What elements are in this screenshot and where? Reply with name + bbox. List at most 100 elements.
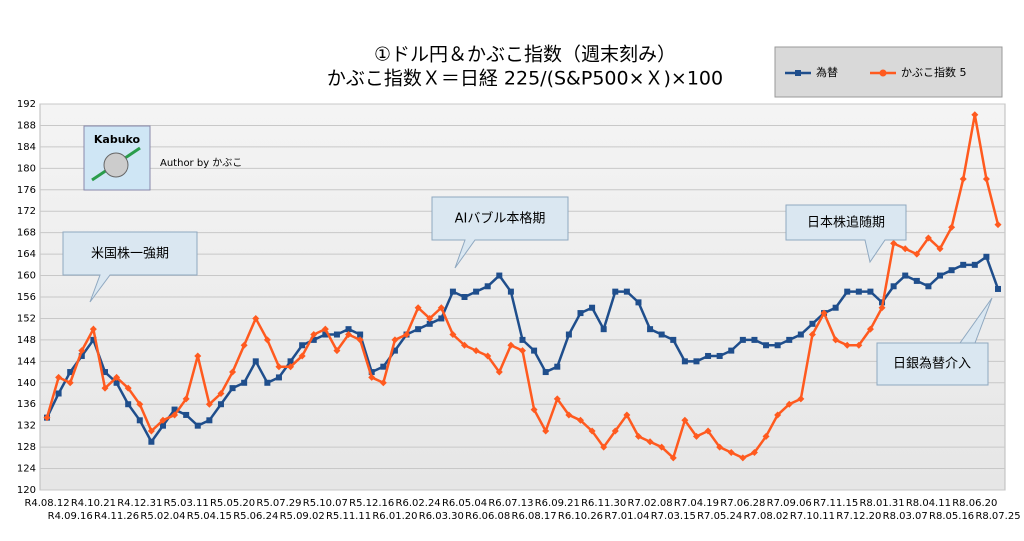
point bbox=[623, 411, 631, 419]
x-tick-label: R7.01.04 bbox=[604, 511, 649, 522]
point bbox=[380, 363, 387, 370]
point bbox=[449, 331, 457, 339]
point bbox=[704, 427, 712, 435]
point bbox=[728, 347, 735, 354]
callout bbox=[785, 204, 907, 264]
point bbox=[391, 347, 398, 354]
point bbox=[484, 283, 491, 290]
point bbox=[797, 331, 804, 338]
x-tick-label: R4.08.12 bbox=[24, 498, 69, 509]
point bbox=[762, 432, 770, 440]
point bbox=[960, 261, 967, 268]
point bbox=[89, 325, 97, 333]
point bbox=[576, 416, 584, 424]
point bbox=[507, 341, 515, 349]
point bbox=[67, 369, 74, 376]
point bbox=[542, 427, 550, 435]
chart-title: ①ドル円＆かぶこ指数（週末刻み） bbox=[374, 44, 676, 66]
x-tick-label: R8.06.20 bbox=[952, 498, 997, 509]
x-tick-label: R6.02.24 bbox=[396, 498, 441, 509]
y-tick-label: 132 bbox=[17, 421, 36, 432]
x-tick-label: R6.07.13 bbox=[488, 498, 533, 509]
point bbox=[310, 331, 318, 339]
x-tick-label: R5.04.15 bbox=[187, 511, 232, 522]
x-tick-label: R4.09.16 bbox=[48, 511, 93, 522]
point bbox=[542, 369, 549, 376]
point bbox=[971, 261, 978, 268]
point bbox=[403, 331, 411, 339]
y-tick-label: 136 bbox=[17, 399, 36, 410]
x-tick-label: R5.02.04 bbox=[140, 511, 185, 522]
point bbox=[484, 352, 492, 360]
point bbox=[925, 283, 932, 290]
y-tick-label: 188 bbox=[17, 120, 36, 131]
point bbox=[252, 358, 259, 365]
point bbox=[623, 288, 630, 295]
point bbox=[217, 401, 224, 408]
point bbox=[298, 352, 306, 360]
point bbox=[147, 427, 155, 435]
point bbox=[275, 374, 282, 381]
point bbox=[357, 331, 364, 338]
legend-marker bbox=[795, 70, 801, 76]
y-tick-label: 180 bbox=[17, 163, 36, 174]
point bbox=[78, 347, 86, 355]
point bbox=[774, 342, 781, 349]
point bbox=[565, 331, 572, 338]
x-tick-label: R5.06.24 bbox=[233, 511, 278, 522]
point bbox=[600, 326, 607, 333]
point bbox=[310, 336, 317, 343]
point bbox=[589, 304, 596, 311]
point bbox=[693, 358, 700, 365]
x-tick-label: R6.10.26 bbox=[558, 511, 603, 522]
x-tick-label: R8.03.07 bbox=[883, 511, 928, 522]
point bbox=[844, 288, 851, 295]
x-tick-label: R5.03.11 bbox=[164, 498, 209, 509]
point bbox=[832, 304, 839, 311]
x-tick-label: R5.12.16 bbox=[349, 498, 394, 509]
point bbox=[658, 331, 665, 338]
x-tick-label: R7.04.19 bbox=[674, 498, 719, 509]
point bbox=[101, 369, 108, 376]
point bbox=[843, 341, 851, 349]
x-tick-label: R8.07.25 bbox=[975, 511, 1020, 522]
point bbox=[473, 288, 480, 295]
point bbox=[368, 373, 376, 381]
point bbox=[461, 341, 469, 349]
legend-label: 為替 bbox=[816, 65, 838, 79]
point bbox=[182, 395, 190, 403]
point bbox=[763, 342, 770, 349]
point bbox=[554, 363, 561, 370]
point bbox=[356, 336, 364, 344]
point bbox=[136, 417, 143, 424]
point bbox=[507, 288, 514, 295]
point bbox=[820, 309, 828, 317]
y-tick-label: 192 bbox=[17, 99, 36, 110]
x-tick-label: R5.07.29 bbox=[256, 498, 301, 509]
point bbox=[600, 443, 608, 451]
point bbox=[611, 427, 619, 435]
point bbox=[634, 432, 642, 440]
callout bbox=[62, 231, 198, 303]
annotation: 日銀為替介入 bbox=[893, 356, 971, 372]
point bbox=[530, 406, 538, 414]
point bbox=[333, 331, 340, 338]
callout bbox=[431, 196, 569, 269]
point bbox=[913, 250, 921, 258]
point bbox=[136, 400, 144, 408]
x-tick-label: R7.05.24 bbox=[697, 511, 742, 522]
point bbox=[982, 175, 990, 183]
point bbox=[995, 285, 1001, 292]
x-tick-label: R7.06.28 bbox=[720, 498, 765, 509]
legend-marker bbox=[879, 69, 887, 77]
x-tick-label: R4.12.31 bbox=[117, 498, 162, 509]
point bbox=[472, 347, 480, 355]
point bbox=[750, 448, 758, 456]
point bbox=[739, 336, 746, 343]
point bbox=[878, 304, 886, 312]
point bbox=[321, 325, 329, 333]
point bbox=[867, 288, 874, 295]
point bbox=[426, 314, 434, 322]
point bbox=[519, 347, 526, 355]
